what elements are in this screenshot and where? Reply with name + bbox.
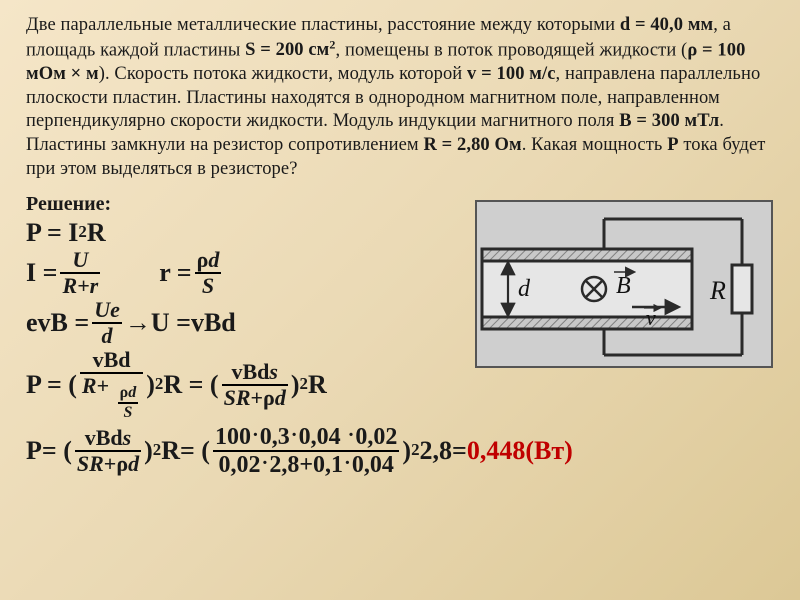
label-d: d [518,276,531,302]
sym-S: S [121,405,134,421]
eq-current: I = U R+r r = ρd S [26,249,466,297]
final-answer: 0,448(Вт) [467,436,573,465]
label-v: v [646,305,656,330]
eq-derivation: P = ( vBd R+ ρd S )2R = ( vBds SR+ρd [26,349,466,421]
circuit-figure: d B v R [466,193,774,369]
label-R: R [709,276,726,305]
eq-final: P= ( vBds SR+ρd )2R= ( 100·0,3·0,04 ·0,0… [26,425,774,477]
label-B: B [616,273,631,299]
solution-label: Решение: [26,193,466,215]
problem-statement: Две параллельные металлические пластины,… [26,14,774,181]
sym-d: d [208,247,219,272]
eq-power: P = I2R [26,218,466,247]
solution-block: Решение: P = I2R I = U R+r r = ρd S evB … [26,193,466,423]
eq-emf: evB = Ue d → U =vBd [26,299,466,347]
